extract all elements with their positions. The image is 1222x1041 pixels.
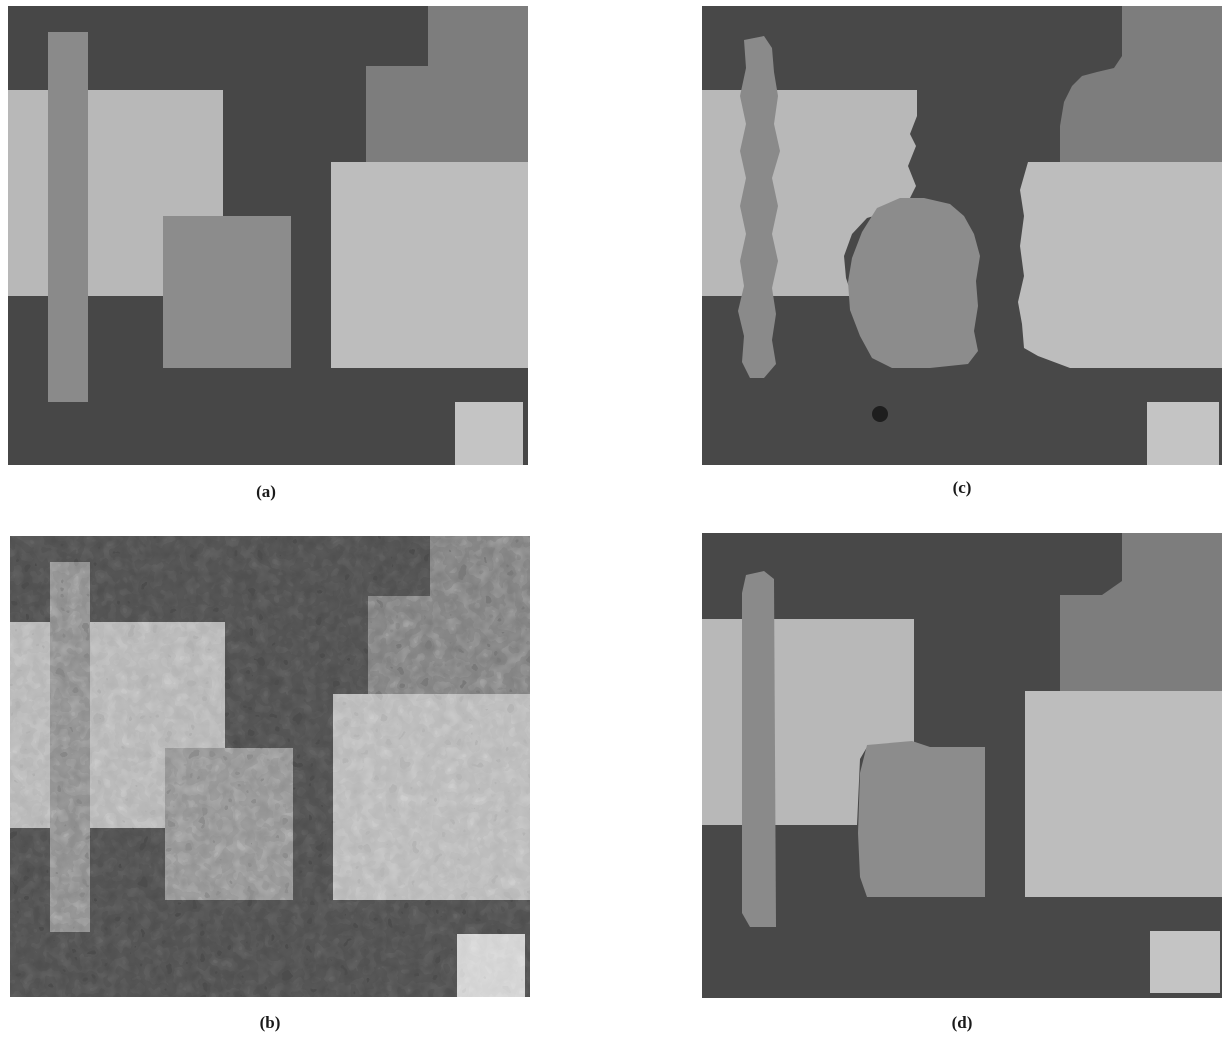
dark-blob bbox=[872, 406, 888, 422]
caption-d: (d) bbox=[932, 1013, 992, 1033]
vertical-bar bbox=[742, 571, 776, 927]
panel-b-svg bbox=[10, 536, 530, 997]
vertical-bar bbox=[738, 36, 780, 378]
right-light-square bbox=[1025, 691, 1222, 897]
caption-b: (b) bbox=[240, 1013, 300, 1033]
panel-a-svg bbox=[8, 6, 528, 465]
panel-d-image bbox=[702, 533, 1222, 998]
right-light-region bbox=[1018, 162, 1222, 368]
panel-c-image bbox=[702, 6, 1222, 465]
panel-a-image bbox=[8, 6, 528, 465]
caption-c: (c) bbox=[932, 478, 992, 498]
bottom-right-small-square bbox=[1147, 402, 1219, 465]
panel-d-svg bbox=[702, 533, 1222, 998]
center-medium-region bbox=[848, 198, 980, 368]
right-light-square bbox=[331, 162, 528, 368]
bottom-right-small-square bbox=[1150, 931, 1220, 993]
caption-a: (a) bbox=[236, 482, 296, 502]
noise-overlay bbox=[10, 536, 530, 997]
panel-b-image bbox=[10, 536, 530, 997]
panel-c-svg bbox=[702, 6, 1222, 465]
center-medium-square bbox=[858, 741, 985, 897]
bottom-right-small-square bbox=[455, 402, 523, 465]
center-medium-square bbox=[163, 216, 291, 368]
upper-right-block bbox=[366, 66, 528, 176]
vertical-bar bbox=[48, 32, 88, 402]
